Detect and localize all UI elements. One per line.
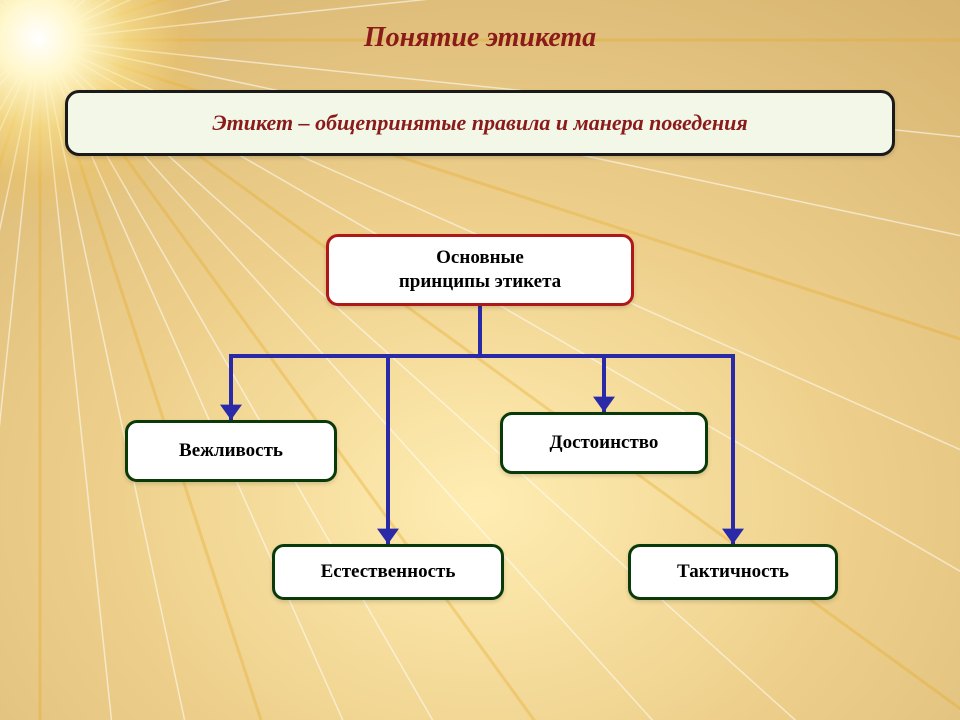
definition-text: Этикет – общепринятые правила и манера п… (212, 110, 747, 136)
child-node-1: Достоинство (500, 412, 708, 474)
child-node-label: Тактичность (677, 561, 789, 583)
diagram-content: Понятие этикета Этикет – общепринятые пр… (0, 0, 960, 720)
root-line1: Основные (436, 247, 524, 268)
child-node-label: Вежливость (179, 440, 283, 462)
child-node-label: Достоинство (550, 432, 659, 454)
child-node-0: Вежливость (125, 420, 337, 482)
definition-box: Этикет – общепринятые правила и манера п… (65, 90, 895, 156)
root-node: Основные принципы этикета (326, 234, 634, 306)
child-node-3: Тактичность (628, 544, 838, 600)
child-node-2: Естественность (272, 544, 504, 600)
page-title: Понятие этикета (0, 22, 960, 54)
child-node-label: Естественность (321, 561, 456, 583)
root-line2: принципы этикета (399, 271, 561, 292)
